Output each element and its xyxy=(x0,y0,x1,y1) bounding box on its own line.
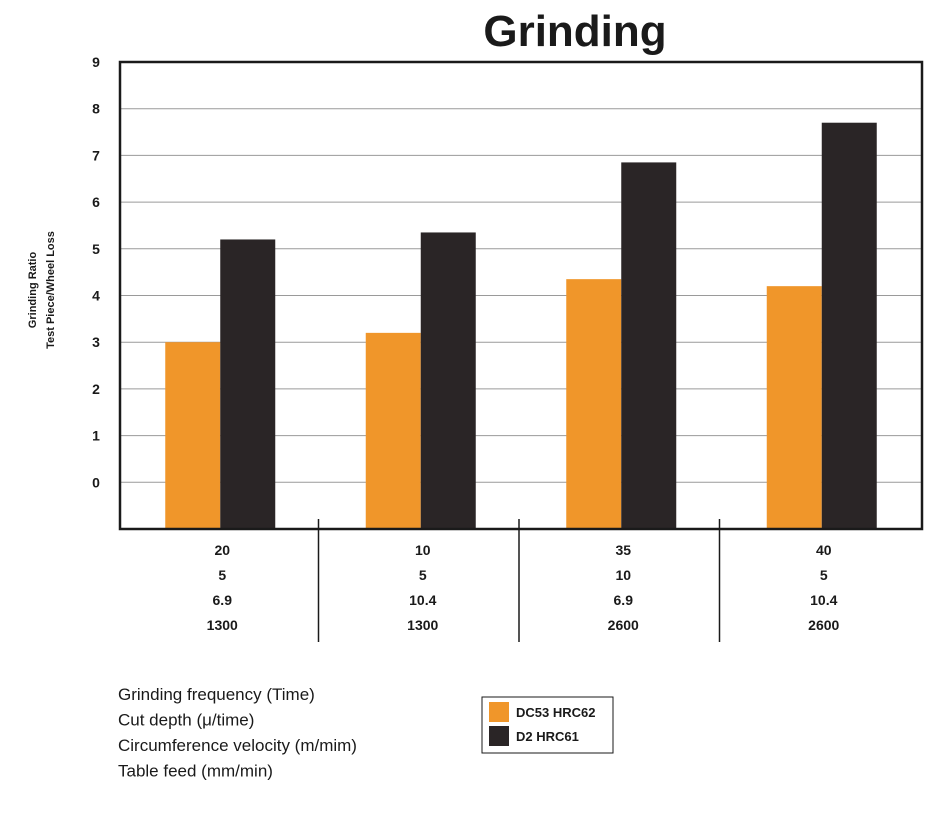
y-axis-ticks: 0 1 2 3 4 5 6 7 8 9 xyxy=(92,54,100,490)
y-tick-label: 5 xyxy=(92,241,100,257)
bar-dc53 xyxy=(766,286,822,529)
y-tick-label: 9 xyxy=(92,54,100,70)
chart-title: Grinding xyxy=(483,7,666,56)
category-label: 20 xyxy=(214,542,230,558)
category-label: 10.4 xyxy=(409,592,436,608)
category-label: 2600 xyxy=(608,617,639,633)
category-label: 6.9 xyxy=(614,592,634,608)
parameter-label: Circumference velocity (m/mim) xyxy=(118,736,357,755)
y-tick-label: 7 xyxy=(92,147,100,163)
y-tick-label: 8 xyxy=(92,101,100,117)
y-axis-label-line: Grinding Ratio xyxy=(27,252,39,329)
bar-dc53 xyxy=(365,332,421,529)
y-axis-label: Grinding Ratio Test Piece/Wheel Loss xyxy=(27,231,57,349)
legend-label: D2 HRC61 xyxy=(516,729,579,744)
parameter-label: Grinding frequency (Time) xyxy=(118,685,315,704)
category-label: 1300 xyxy=(407,617,438,633)
bar-d2 xyxy=(420,232,476,529)
category-label: 2600 xyxy=(808,617,839,633)
bar-d2 xyxy=(821,122,877,530)
legend-swatch xyxy=(489,702,509,722)
bars xyxy=(165,122,877,530)
parameter-label: Table feed (mm/min) xyxy=(118,762,273,781)
y-tick-label: 0 xyxy=(92,474,100,490)
legend: DC53 HRC62 D2 HRC61 xyxy=(481,696,614,754)
category-label: 35 xyxy=(615,542,631,558)
category-label: 10.4 xyxy=(810,592,837,608)
bar-d2 xyxy=(220,239,276,529)
y-axis-label-line: Test Piece/Wheel Loss xyxy=(45,231,57,349)
bar-dc53 xyxy=(566,279,622,529)
category-label: 5 xyxy=(419,567,427,583)
parameter-label: Cut depth (μ/time) xyxy=(118,711,254,730)
y-tick-label: 4 xyxy=(92,288,100,304)
category-label: 1300 xyxy=(207,617,238,633)
y-tick-label: 2 xyxy=(92,381,100,397)
plot-frame xyxy=(118,60,924,531)
category-labels: 20 5 6.9 1300 10 5 10.4 1300 35 10 6.9 2600 40 5 10.4 2… xyxy=(207,519,840,642)
category-label: 10 xyxy=(415,542,431,558)
y-tick-label: 3 xyxy=(92,334,100,350)
bar-d2 xyxy=(621,162,677,529)
category-label: 5 xyxy=(218,567,226,583)
y-tick-label: 6 xyxy=(92,194,100,210)
parameter-labels: Grinding frequency (Time) Cut depth (μ/ti… xyxy=(118,685,357,781)
category-label: 5 xyxy=(820,567,828,583)
category-label: 40 xyxy=(816,542,832,558)
y-tick-label: 1 xyxy=(92,428,100,444)
category-label: 6.9 xyxy=(213,592,233,608)
legend-swatch xyxy=(489,726,509,746)
bar-dc53 xyxy=(165,342,221,529)
legend-label: DC53 HRC62 xyxy=(516,705,595,720)
category-label: 10 xyxy=(615,567,631,583)
